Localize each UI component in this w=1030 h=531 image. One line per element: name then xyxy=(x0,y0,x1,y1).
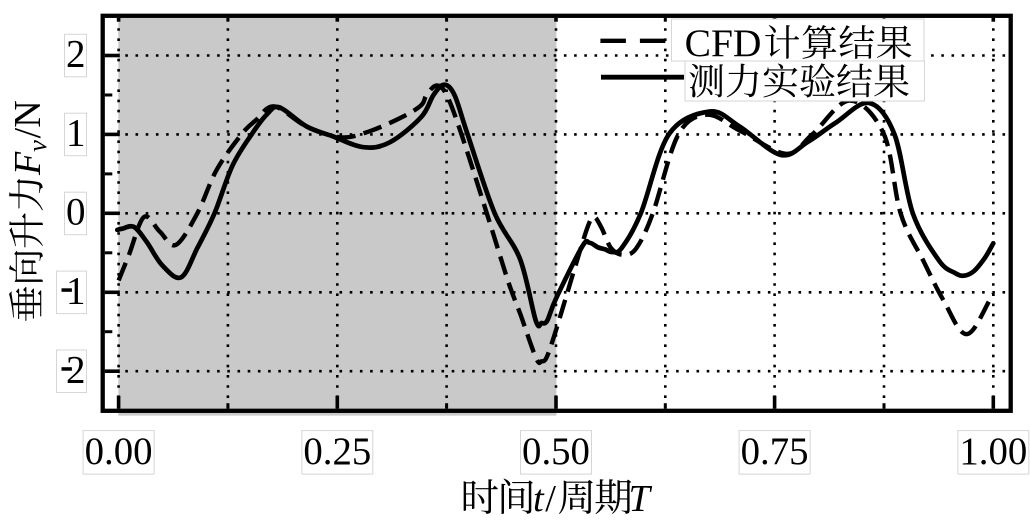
svg-text:0.25: 0.25 xyxy=(303,430,371,473)
svg-text:1: 1 xyxy=(66,112,86,155)
svg-text:0: 0 xyxy=(66,191,86,234)
svg-text:2: 2 xyxy=(66,348,86,391)
svg-text:0.00: 0.00 xyxy=(85,430,153,473)
svg-text:N: N xyxy=(7,100,49,127)
svg-text:1: 1 xyxy=(66,270,86,313)
svg-text:v: v xyxy=(22,140,52,152)
svg-text:/: / xyxy=(545,478,556,520)
svg-text:0.50: 0.50 xyxy=(522,430,590,473)
svg-text:1.00: 1.00 xyxy=(959,430,1027,473)
svg-text:T: T xyxy=(629,478,653,520)
svg-text:0.75: 0.75 xyxy=(741,430,809,473)
svg-text:CFD: CFD xyxy=(685,21,762,65)
svg-text:/: / xyxy=(7,127,49,138)
svg-text:t: t xyxy=(533,478,545,520)
svg-text:2: 2 xyxy=(66,33,86,76)
svg-text:F: F xyxy=(7,151,49,176)
